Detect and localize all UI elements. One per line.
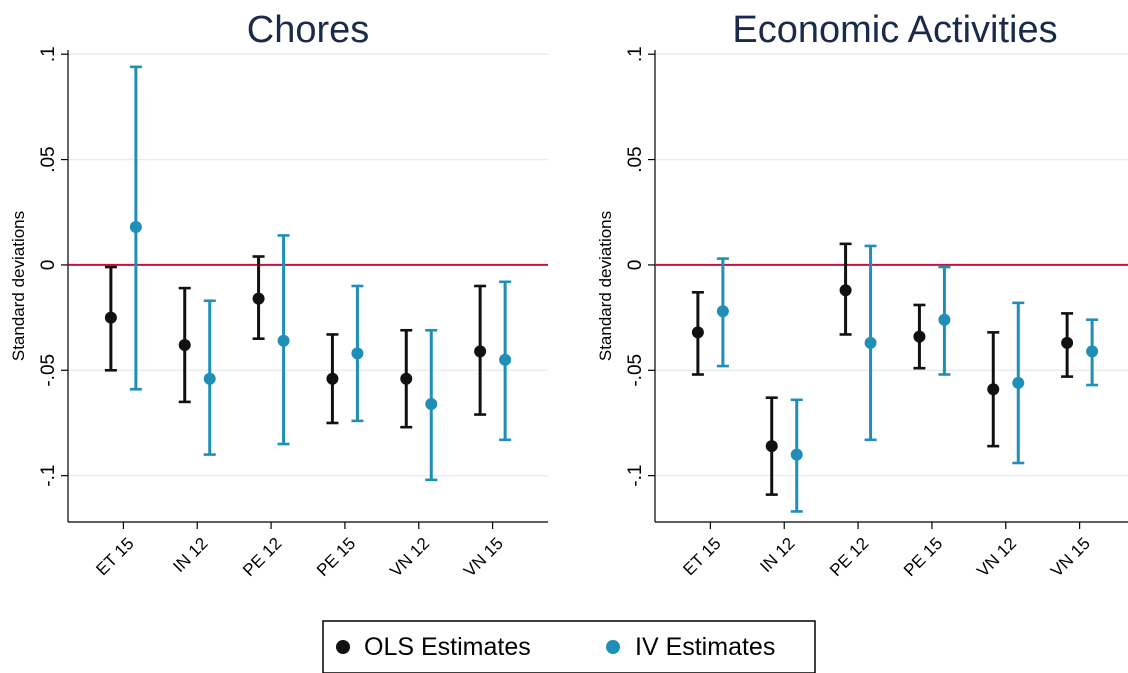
legend: OLS Estimates IV Estimates [322, 620, 816, 673]
x-tick-label: PE 12 [826, 534, 872, 580]
data-point [252, 292, 265, 305]
data-point [499, 353, 512, 366]
x-tick-label: VN 12 [973, 534, 1020, 581]
y-tick-label: -.1 [625, 465, 646, 487]
data-point [913, 330, 926, 343]
data-point [765, 440, 778, 453]
panel-title: Economic Activities [732, 9, 1057, 51]
y-tick-label: 0 [625, 260, 646, 271]
data-point [326, 372, 339, 385]
data-point [129, 221, 142, 233]
data-point [839, 284, 852, 297]
legend-box [322, 620, 816, 673]
x-tick-label: IN 12 [756, 534, 798, 576]
x-tick-label: PE 12 [239, 534, 285, 580]
data-point [178, 339, 191, 351]
data-point [474, 345, 487, 358]
data-point [716, 305, 729, 318]
data-point [790, 448, 803, 461]
x-tick-label: PE 15 [900, 534, 946, 580]
chart-panel-chores: Chores .1 .05 0 -.05 -.1 Standard deviations ET… [9, 9, 548, 581]
data-point [1086, 345, 1099, 358]
legend-marker [606, 640, 620, 654]
x-tick-label: PE 15 [313, 534, 359, 580]
legend-label: IV Estimates [635, 633, 775, 661]
x-tick-label: IN 12 [169, 534, 211, 576]
x-tick-label: VN 15 [1047, 534, 1094, 581]
data-point [987, 383, 1000, 396]
data-point [351, 347, 364, 360]
x-tick-label: VN 15 [460, 534, 507, 581]
data-point [425, 398, 438, 410]
x-tick-label: ET 15 [679, 534, 724, 579]
data-point [938, 313, 951, 326]
data-point [277, 334, 290, 347]
chart-panel-economic-activities: Economic Activities .1 .05 0 -.05 -.1 Standard… [596, 9, 1128, 581]
y-tick-label: .05 [38, 146, 59, 172]
data-point [400, 372, 413, 385]
data-point [1061, 336, 1074, 349]
legend-label: OLS Estimates [364, 633, 531, 661]
data-point [691, 326, 704, 339]
panel-title: Chores [247, 9, 370, 51]
legend-marker [336, 640, 350, 654]
y-tick-label: .1 [625, 46, 646, 62]
data-point [1012, 376, 1025, 389]
y-axis-label: Standard deviations [596, 211, 615, 361]
y-tick-label: -.05 [38, 354, 59, 387]
y-tick-label: .05 [625, 146, 646, 172]
y-tick-label: -.1 [38, 465, 59, 487]
data-point [864, 336, 877, 349]
data-point [104, 311, 117, 324]
data-point [203, 372, 216, 385]
y-axis-label: Standard deviations [9, 211, 28, 361]
x-tick-label: ET 15 [92, 534, 137, 579]
y-tick-label: .1 [38, 46, 59, 62]
y-tick-label: 0 [38, 260, 59, 271]
x-tick-label: VN 12 [386, 534, 433, 581]
y-tick-label: -.05 [625, 354, 646, 387]
